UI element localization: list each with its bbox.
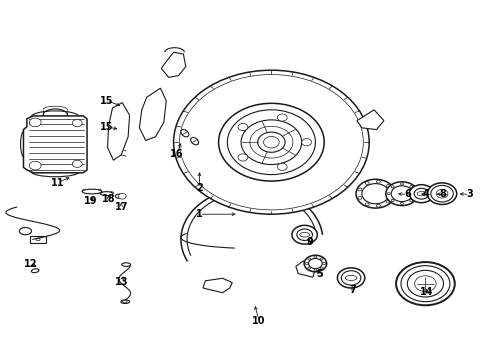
Circle shape: [72, 120, 82, 127]
Circle shape: [29, 118, 41, 127]
Polygon shape: [161, 52, 185, 77]
Ellipse shape: [181, 130, 188, 137]
Text: 13: 13: [114, 276, 128, 287]
Circle shape: [72, 160, 82, 167]
Circle shape: [322, 262, 325, 265]
Circle shape: [386, 184, 389, 187]
Ellipse shape: [190, 138, 198, 145]
Ellipse shape: [82, 189, 102, 194]
Circle shape: [238, 123, 247, 131]
Circle shape: [313, 269, 316, 271]
Ellipse shape: [121, 300, 129, 303]
Polygon shape: [139, 88, 166, 140]
Text: 10: 10: [252, 316, 265, 326]
Circle shape: [365, 203, 368, 206]
Text: 15: 15: [100, 122, 113, 132]
Circle shape: [277, 163, 286, 170]
Circle shape: [301, 139, 311, 146]
Ellipse shape: [115, 194, 124, 198]
Text: 1: 1: [196, 209, 203, 219]
Circle shape: [320, 258, 323, 260]
Text: 3: 3: [465, 189, 472, 199]
Polygon shape: [203, 278, 232, 293]
Circle shape: [355, 179, 394, 208]
Circle shape: [409, 186, 412, 188]
Text: 18: 18: [102, 194, 115, 204]
Polygon shape: [295, 261, 315, 277]
Circle shape: [400, 202, 403, 204]
Text: 2: 2: [196, 183, 203, 193]
Text: 14: 14: [419, 287, 432, 297]
Text: 12: 12: [23, 258, 37, 269]
Circle shape: [320, 267, 323, 269]
Circle shape: [304, 255, 326, 272]
Text: 16: 16: [170, 149, 183, 159]
Circle shape: [390, 186, 393, 188]
Polygon shape: [356, 110, 383, 130]
Text: 9: 9: [305, 237, 312, 247]
Circle shape: [307, 267, 310, 269]
Circle shape: [277, 114, 286, 121]
Polygon shape: [30, 236, 46, 243]
Ellipse shape: [31, 269, 39, 273]
Text: 19: 19: [83, 196, 97, 206]
Circle shape: [238, 154, 247, 161]
Text: 15: 15: [100, 96, 113, 106]
Circle shape: [389, 192, 393, 195]
Circle shape: [337, 268, 364, 288]
Circle shape: [386, 193, 389, 195]
Text: 17: 17: [114, 202, 128, 212]
Circle shape: [427, 183, 456, 204]
Circle shape: [357, 197, 361, 199]
Text: 11: 11: [51, 177, 64, 188]
Circle shape: [400, 183, 403, 185]
Circle shape: [386, 200, 389, 203]
Circle shape: [29, 161, 41, 170]
Circle shape: [307, 258, 310, 260]
Circle shape: [313, 256, 316, 258]
Text: 4: 4: [422, 189, 429, 199]
Circle shape: [357, 188, 361, 191]
Circle shape: [413, 193, 416, 195]
Circle shape: [376, 204, 380, 207]
Circle shape: [118, 193, 126, 199]
Polygon shape: [107, 103, 129, 160]
Text: 8: 8: [439, 189, 446, 199]
Polygon shape: [23, 116, 87, 173]
Circle shape: [173, 70, 368, 214]
Circle shape: [365, 182, 368, 185]
Circle shape: [409, 199, 412, 202]
Ellipse shape: [122, 301, 127, 303]
Circle shape: [390, 199, 393, 202]
Circle shape: [305, 262, 307, 265]
Text: 6: 6: [403, 189, 410, 199]
Circle shape: [376, 180, 380, 183]
Circle shape: [385, 182, 417, 206]
Circle shape: [395, 262, 454, 305]
Circle shape: [36, 238, 40, 241]
Ellipse shape: [101, 192, 112, 195]
Circle shape: [408, 185, 433, 203]
Text: 7: 7: [349, 285, 356, 295]
Circle shape: [291, 225, 317, 244]
Text: 5: 5: [315, 269, 322, 279]
Ellipse shape: [122, 263, 130, 266]
